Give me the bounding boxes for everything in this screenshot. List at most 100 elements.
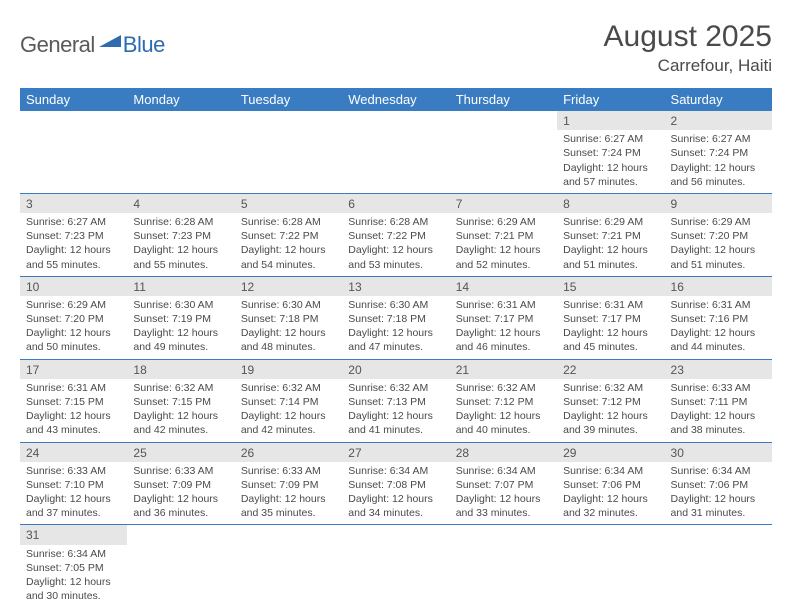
daylight-text: Daylight: 12 hours and 32 minutes. xyxy=(563,492,658,520)
daylight-text: Daylight: 12 hours and 55 minutes. xyxy=(133,243,228,271)
sunset-text: Sunset: 7:13 PM xyxy=(348,395,443,409)
daylight-text: Daylight: 12 hours and 51 minutes. xyxy=(563,243,658,271)
day-content: Sunrise: 6:28 AMSunset: 7:22 PMDaylight:… xyxy=(342,213,449,276)
sunset-text: Sunset: 7:06 PM xyxy=(563,478,658,492)
day-number: 11 xyxy=(127,277,234,296)
calendar-cell xyxy=(557,525,664,607)
calendar-cell: 5Sunrise: 6:28 AMSunset: 7:22 PMDaylight… xyxy=(235,193,342,276)
weekday-header: Friday xyxy=(557,88,664,111)
calendar-cell: 26Sunrise: 6:33 AMSunset: 7:09 PMDayligh… xyxy=(235,442,342,525)
sunset-text: Sunset: 7:22 PM xyxy=(241,229,336,243)
day-number: 25 xyxy=(127,443,234,462)
calendar-cell: 11Sunrise: 6:30 AMSunset: 7:19 PMDayligh… xyxy=(127,276,234,359)
sunrise-text: Sunrise: 6:27 AM xyxy=(26,215,121,229)
calendar-cell xyxy=(450,525,557,607)
sunrise-text: Sunrise: 6:33 AM xyxy=(133,464,228,478)
day-content: Sunrise: 6:29 AMSunset: 7:20 PMDaylight:… xyxy=(665,213,772,276)
day-number: 12 xyxy=(235,277,342,296)
weekday-header: Saturday xyxy=(665,88,772,111)
daylight-text: Daylight: 12 hours and 42 minutes. xyxy=(133,409,228,437)
sunset-text: Sunset: 7:08 PM xyxy=(348,478,443,492)
day-number: 18 xyxy=(127,360,234,379)
sunrise-text: Sunrise: 6:30 AM xyxy=(133,298,228,312)
sunrise-text: Sunrise: 6:34 AM xyxy=(348,464,443,478)
calendar-cell: 14Sunrise: 6:31 AMSunset: 7:17 PMDayligh… xyxy=(450,276,557,359)
day-content: Sunrise: 6:33 AMSunset: 7:11 PMDaylight:… xyxy=(665,379,772,442)
sunrise-text: Sunrise: 6:29 AM xyxy=(26,298,121,312)
sunset-text: Sunset: 7:06 PM xyxy=(671,478,766,492)
daylight-text: Daylight: 12 hours and 42 minutes. xyxy=(241,409,336,437)
day-number: 10 xyxy=(20,277,127,296)
calendar-cell: 22Sunrise: 6:32 AMSunset: 7:12 PMDayligh… xyxy=(557,359,664,442)
sunset-text: Sunset: 7:23 PM xyxy=(26,229,121,243)
weekday-header: Wednesday xyxy=(342,88,449,111)
sunrise-text: Sunrise: 6:28 AM xyxy=(241,215,336,229)
day-content: Sunrise: 6:28 AMSunset: 7:23 PMDaylight:… xyxy=(127,213,234,276)
calendar-cell xyxy=(127,525,234,607)
sunrise-text: Sunrise: 6:34 AM xyxy=(671,464,766,478)
day-number: 26 xyxy=(235,443,342,462)
sunset-text: Sunset: 7:21 PM xyxy=(456,229,551,243)
calendar-row: 1Sunrise: 6:27 AMSunset: 7:24 PMDaylight… xyxy=(20,111,772,193)
sunrise-text: Sunrise: 6:27 AM xyxy=(563,132,658,146)
sunrise-text: Sunrise: 6:31 AM xyxy=(671,298,766,312)
day-content: Sunrise: 6:30 AMSunset: 7:18 PMDaylight:… xyxy=(342,296,449,359)
header: General Blue August 2025 Carrefour, Hait… xyxy=(20,20,772,76)
calendar-cell: 27Sunrise: 6:34 AMSunset: 7:08 PMDayligh… xyxy=(342,442,449,525)
calendar-cell: 6Sunrise: 6:28 AMSunset: 7:22 PMDaylight… xyxy=(342,193,449,276)
sunset-text: Sunset: 7:19 PM xyxy=(133,312,228,326)
calendar-cell: 20Sunrise: 6:32 AMSunset: 7:13 PMDayligh… xyxy=(342,359,449,442)
daylight-text: Daylight: 12 hours and 30 minutes. xyxy=(26,575,121,603)
day-number: 6 xyxy=(342,194,449,213)
calendar-cell: 1Sunrise: 6:27 AMSunset: 7:24 PMDaylight… xyxy=(557,111,664,193)
calendar-cell xyxy=(450,111,557,193)
calendar-cell: 3Sunrise: 6:27 AMSunset: 7:23 PMDaylight… xyxy=(20,193,127,276)
calendar-cell xyxy=(20,111,127,193)
sunset-text: Sunset: 7:15 PM xyxy=(26,395,121,409)
sunrise-text: Sunrise: 6:30 AM xyxy=(241,298,336,312)
calendar-cell: 25Sunrise: 6:33 AMSunset: 7:09 PMDayligh… xyxy=(127,442,234,525)
sunrise-text: Sunrise: 6:29 AM xyxy=(456,215,551,229)
sunset-text: Sunset: 7:22 PM xyxy=(348,229,443,243)
daylight-text: Daylight: 12 hours and 44 minutes. xyxy=(671,326,766,354)
daylight-text: Daylight: 12 hours and 46 minutes. xyxy=(456,326,551,354)
sunrise-text: Sunrise: 6:34 AM xyxy=(563,464,658,478)
day-number: 15 xyxy=(557,277,664,296)
calendar-cell: 2Sunrise: 6:27 AMSunset: 7:24 PMDaylight… xyxy=(665,111,772,193)
sunrise-text: Sunrise: 6:34 AM xyxy=(26,547,121,561)
weekday-header-row: Sunday Monday Tuesday Wednesday Thursday… xyxy=(20,88,772,111)
calendar-cell xyxy=(342,111,449,193)
day-content: Sunrise: 6:34 AMSunset: 7:06 PMDaylight:… xyxy=(665,462,772,525)
daylight-text: Daylight: 12 hours and 38 minutes. xyxy=(671,409,766,437)
page-title: August 2025 xyxy=(604,20,772,54)
sunrise-text: Sunrise: 6:29 AM xyxy=(671,215,766,229)
daylight-text: Daylight: 12 hours and 36 minutes. xyxy=(133,492,228,520)
day-number: 22 xyxy=(557,360,664,379)
sunset-text: Sunset: 7:11 PM xyxy=(671,395,766,409)
daylight-text: Daylight: 12 hours and 47 minutes. xyxy=(348,326,443,354)
daylight-text: Daylight: 12 hours and 31 minutes. xyxy=(671,492,766,520)
sunset-text: Sunset: 7:05 PM xyxy=(26,561,121,575)
day-content: Sunrise: 6:28 AMSunset: 7:22 PMDaylight:… xyxy=(235,213,342,276)
calendar-cell: 8Sunrise: 6:29 AMSunset: 7:21 PMDaylight… xyxy=(557,193,664,276)
calendar-row: 24Sunrise: 6:33 AMSunset: 7:10 PMDayligh… xyxy=(20,442,772,525)
daylight-text: Daylight: 12 hours and 37 minutes. xyxy=(26,492,121,520)
day-content: Sunrise: 6:29 AMSunset: 7:20 PMDaylight:… xyxy=(20,296,127,359)
calendar-cell: 28Sunrise: 6:34 AMSunset: 7:07 PMDayligh… xyxy=(450,442,557,525)
calendar-cell: 24Sunrise: 6:33 AMSunset: 7:10 PMDayligh… xyxy=(20,442,127,525)
day-number: 30 xyxy=(665,443,772,462)
calendar-row: 31Sunrise: 6:34 AMSunset: 7:05 PMDayligh… xyxy=(20,525,772,607)
calendar-cell: 15Sunrise: 6:31 AMSunset: 7:17 PMDayligh… xyxy=(557,276,664,359)
day-content: Sunrise: 6:30 AMSunset: 7:19 PMDaylight:… xyxy=(127,296,234,359)
day-content: Sunrise: 6:27 AMSunset: 7:24 PMDaylight:… xyxy=(665,130,772,193)
logo-text-general: General xyxy=(20,32,95,58)
calendar-cell: 4Sunrise: 6:28 AMSunset: 7:23 PMDaylight… xyxy=(127,193,234,276)
sunrise-text: Sunrise: 6:32 AM xyxy=(563,381,658,395)
sunrise-text: Sunrise: 6:30 AM xyxy=(348,298,443,312)
calendar-cell: 23Sunrise: 6:33 AMSunset: 7:11 PMDayligh… xyxy=(665,359,772,442)
day-content: Sunrise: 6:32 AMSunset: 7:15 PMDaylight:… xyxy=(127,379,234,442)
logo-text-blue: Blue xyxy=(101,32,165,58)
calendar-cell: 30Sunrise: 6:34 AMSunset: 7:06 PMDayligh… xyxy=(665,442,772,525)
weekday-header: Thursday xyxy=(450,88,557,111)
day-number: 19 xyxy=(235,360,342,379)
